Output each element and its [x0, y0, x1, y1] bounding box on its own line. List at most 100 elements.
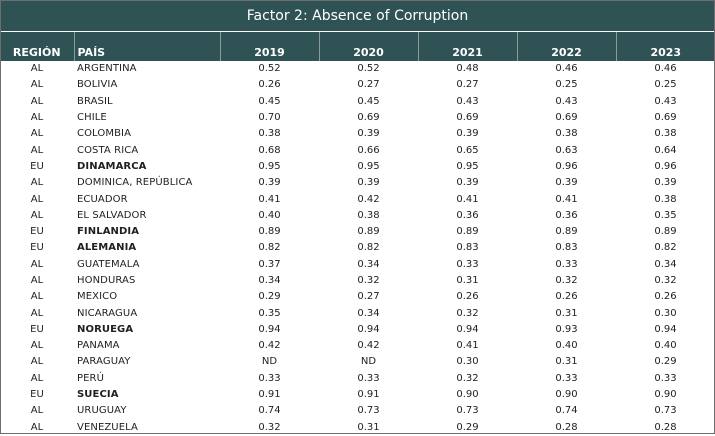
- value-cell-2022: 0.93: [555, 323, 578, 335]
- country-cell: NORUEGA: [77, 323, 134, 335]
- value-cell-2020: 0.27: [357, 79, 380, 91]
- value-cell-2021: 0.30: [456, 356, 479, 368]
- value-cell-2019: 0.40: [258, 209, 281, 221]
- region-cell: EU: [30, 323, 44, 335]
- value-cell-2020: 0.33: [357, 372, 380, 384]
- region-cell: AL: [30, 258, 44, 270]
- column-header-2021: 2021: [417, 32, 517, 61]
- value-cell-2019: 0.52: [258, 63, 281, 75]
- value-cell-2023: 0.35: [654, 209, 677, 221]
- value-cell-2019: 0.29: [258, 291, 281, 303]
- value-cell-2022: 0.38: [555, 128, 578, 140]
- country-cell: BOLIVIA: [77, 79, 118, 91]
- country-cell: GUATEMALA: [77, 258, 140, 270]
- country-cell: BRASIL: [77, 95, 113, 107]
- value-cell-2021: 0.69: [456, 112, 479, 124]
- value-cell-2021: 0.31: [456, 275, 479, 286]
- country-cell: SUECIA: [77, 389, 119, 401]
- table-row: EU DINAMARCA 0.95 0.95 0.95 0.96 0.96: [0, 159, 715, 175]
- value-cell-2021: 0.33: [456, 258, 479, 270]
- value-cell-2021: 0.32: [456, 307, 479, 319]
- value-cell-2021: 0.39: [456, 177, 479, 189]
- value-cell-2022: 0.33: [555, 372, 578, 384]
- region-cell: EU: [30, 160, 44, 172]
- value-cell-2020: 0.31: [357, 421, 380, 433]
- value-cell-2022: 0.33: [555, 258, 578, 270]
- value-cell-2019: 0.26: [258, 79, 281, 91]
- country-cell: PANAMA: [77, 340, 120, 352]
- table-row: AL DOMINICA, REPÚBLICA 0.39 0.39 0.39 0.39 0.3…: [0, 175, 715, 191]
- value-cell-2023: 0.30: [654, 307, 677, 319]
- value-cell-2021: 0.36: [456, 209, 479, 221]
- region-cell: AL: [30, 421, 44, 433]
- value-cell-2022: 0.39: [555, 177, 578, 189]
- table-row: AL ECUADOR 0.41 0.42 0.41 0.41 0.38: [0, 191, 715, 207]
- country-cell: EL SALVADOR: [77, 209, 147, 221]
- region-cell: AL: [30, 356, 44, 368]
- value-cell-2023: 0.26: [654, 291, 677, 303]
- value-cell-2020: 0.94: [357, 323, 380, 335]
- column-header-2020: 2020: [318, 32, 418, 61]
- value-cell-2022: 0.63: [555, 144, 578, 156]
- value-cell-2023: 0.96: [654, 160, 677, 172]
- value-cell-2022: 0.89: [555, 226, 578, 238]
- column-header-2022: 2022: [516, 32, 616, 61]
- country-cell: ARGENTINA: [77, 63, 137, 75]
- table-row: AL NICARAGUA 0.35 0.34 0.32 0.31 0.30: [0, 305, 715, 321]
- value-cell-2023: 0.90: [654, 389, 677, 401]
- value-cell-2020: 0.39: [357, 177, 380, 189]
- value-cell-2021: 0.29: [456, 421, 479, 433]
- region-cell: AL: [30, 112, 44, 124]
- value-cell-2019: 0.41: [258, 193, 281, 205]
- value-cell-2022: 0.41: [555, 193, 578, 205]
- table-row: AL BRASIL 0.45 0.45 0.43 0.43 0.43: [0, 94, 715, 110]
- table-row: AL PANAMA 0.42 0.42 0.41 0.40 0.40: [0, 338, 715, 354]
- value-cell-2019: 0.33: [258, 372, 281, 384]
- value-cell-2023: 0.64: [654, 144, 677, 156]
- value-cell-2022: 0.25: [555, 79, 578, 91]
- table-row: AL VENEZUELA 0.32 0.31 0.29 0.28 0.28: [0, 420, 715, 436]
- value-cell-2020: 0.27: [357, 291, 380, 303]
- country-cell: COLOMBIA: [77, 128, 132, 140]
- value-cell-2021: 0.95: [456, 160, 479, 172]
- column-header-country: PAÍS: [73, 32, 220, 61]
- value-cell-2021: 0.41: [456, 193, 479, 205]
- value-cell-2020: 0.73: [357, 405, 380, 417]
- value-cell-2021: 0.94: [456, 323, 479, 335]
- value-cell-2023: 0.38: [654, 193, 677, 205]
- table-row: AL COLOMBIA 0.38 0.39 0.39 0.38 0.38: [0, 126, 715, 142]
- country-cell: DOMINICA, REPÚBLICA: [77, 177, 193, 189]
- value-cell-2019: 0.70: [258, 112, 281, 124]
- table-row: AL BOLIVIA 0.26 0.27 0.27 0.25 0.25: [0, 77, 715, 93]
- country-cell: URUGUAY: [77, 405, 127, 417]
- value-cell-2022: 0.36: [555, 209, 578, 221]
- value-cell-2021: 0.90: [456, 389, 479, 401]
- table-row: AL PERÚ 0.33 0.33 0.32 0.33 0.33: [0, 371, 715, 387]
- value-cell-2019: 0.68: [258, 144, 281, 156]
- value-cell-2020: 0.69: [357, 112, 380, 124]
- value-cell-2020: 0.34: [357, 307, 380, 319]
- value-cell-2021: 0.43: [456, 95, 479, 107]
- value-cell-2022: 0.26: [555, 291, 578, 303]
- value-cell-2021: 0.39: [456, 128, 479, 140]
- value-cell-2019: 0.94: [258, 323, 281, 335]
- value-cell-2021: 0.41: [456, 340, 479, 352]
- value-cell-2020: 0.42: [357, 340, 380, 352]
- value-cell-2022: 0.31: [555, 356, 578, 368]
- value-cell-2021: 0.83: [456, 242, 479, 254]
- table-row: AL MEXICO 0.29 0.27 0.26 0.26 0.26: [0, 289, 715, 305]
- column-header-region: REGIÓN: [0, 32, 74, 61]
- value-cell-2021: 0.26: [456, 291, 479, 303]
- table-row: AL HONDURAS 0.34 0.32 0.31 0.32 0.32: [0, 273, 715, 289]
- value-cell-2023: 0.38: [654, 128, 677, 140]
- table-row: AL ARGENTINA 0.52 0.52 0.48 0.46 0.46: [0, 61, 715, 77]
- table-row: EU SUECIA 0.91 0.91 0.90 0.90 0.90: [0, 387, 715, 403]
- region-cell: AL: [30, 63, 44, 75]
- value-cell-2020: 0.82: [357, 242, 380, 254]
- value-cell-2022: 0.32: [555, 275, 578, 286]
- value-cell-2023: 0.94: [654, 323, 677, 335]
- value-cell-2023: 0.25: [654, 79, 677, 91]
- value-cell-2020: ND: [360, 356, 377, 368]
- value-cell-2020: 0.39: [357, 128, 380, 140]
